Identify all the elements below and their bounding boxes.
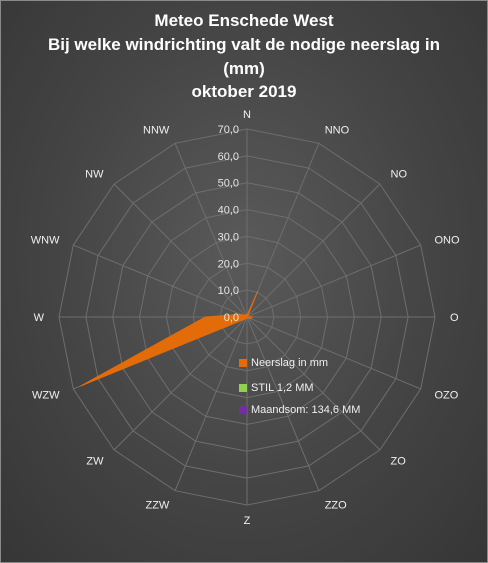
radial-tick-label: 20,0 [218,258,239,270]
grid-spoke [174,143,248,318]
chart-title-line-3: (mm) [223,59,265,78]
category-label: W [34,312,45,324]
radial-tick-label: 40,0 [218,205,239,217]
legend-entry-neerslag: Neerslag in mm [239,356,328,370]
category-label: O [450,312,459,324]
chart-title-line-2: Bij welke windrichting valt de nodige ne… [47,35,441,54]
radial-tick-label: 70,0 [218,124,239,136]
category-label: ONO [435,234,461,246]
grid-spoke [246,316,381,451]
radial-tick-label: 30,0 [218,231,239,243]
radial-tick-label: 10,0 [218,285,239,297]
grid-spoke [113,183,248,318]
grid-spoke [246,183,381,318]
grid-spoke [73,244,248,318]
chart-title-line-4: oktober 2019 [191,82,297,101]
category-label: Z [244,515,251,527]
category-label: ZZW [145,500,169,512]
legend-swatch-maandsom [239,406,247,414]
category-label: WNW [31,234,60,246]
category-label: WZW [32,390,60,402]
category-label: ZZO [325,500,347,512]
category-label: N [243,109,251,121]
legend-swatch-stil [239,384,247,392]
category-label: ZO [391,456,407,468]
legend-entry-stil: STIL 1,2 MM [239,381,314,395]
legend-label-neerslag: Neerslag in mm [251,357,329,369]
category-label: NW [85,169,104,181]
legend-label-maandsom: Maandsom: 134,6 MM [251,404,361,416]
grid-spoke [246,143,320,318]
category-label: OZO [435,390,459,402]
grid-spoke [246,244,421,318]
legend-entry-maandsom: Maandsom: 134,6 MM [239,403,360,417]
grid-spoke [246,316,421,390]
category-label: NNW [143,125,170,137]
radial-tick-label: 50,0 [218,178,239,190]
category-label: NNO [325,125,350,137]
radial-tick-label: 60,0 [218,151,239,163]
legend-label-stil: STIL 1,2 MM [251,382,314,394]
series-area [80,290,259,387]
category-label: ZW [86,456,104,468]
grid-spoke [174,316,248,491]
chart-title-line-1: Meteo Enschede West [154,11,334,30]
category-label: NO [391,169,408,181]
grid-spoke [246,316,320,491]
radial-tick-label: 0,0 [224,312,239,324]
grid-spoke [113,316,248,451]
legend-swatch-neerslag [239,359,247,367]
